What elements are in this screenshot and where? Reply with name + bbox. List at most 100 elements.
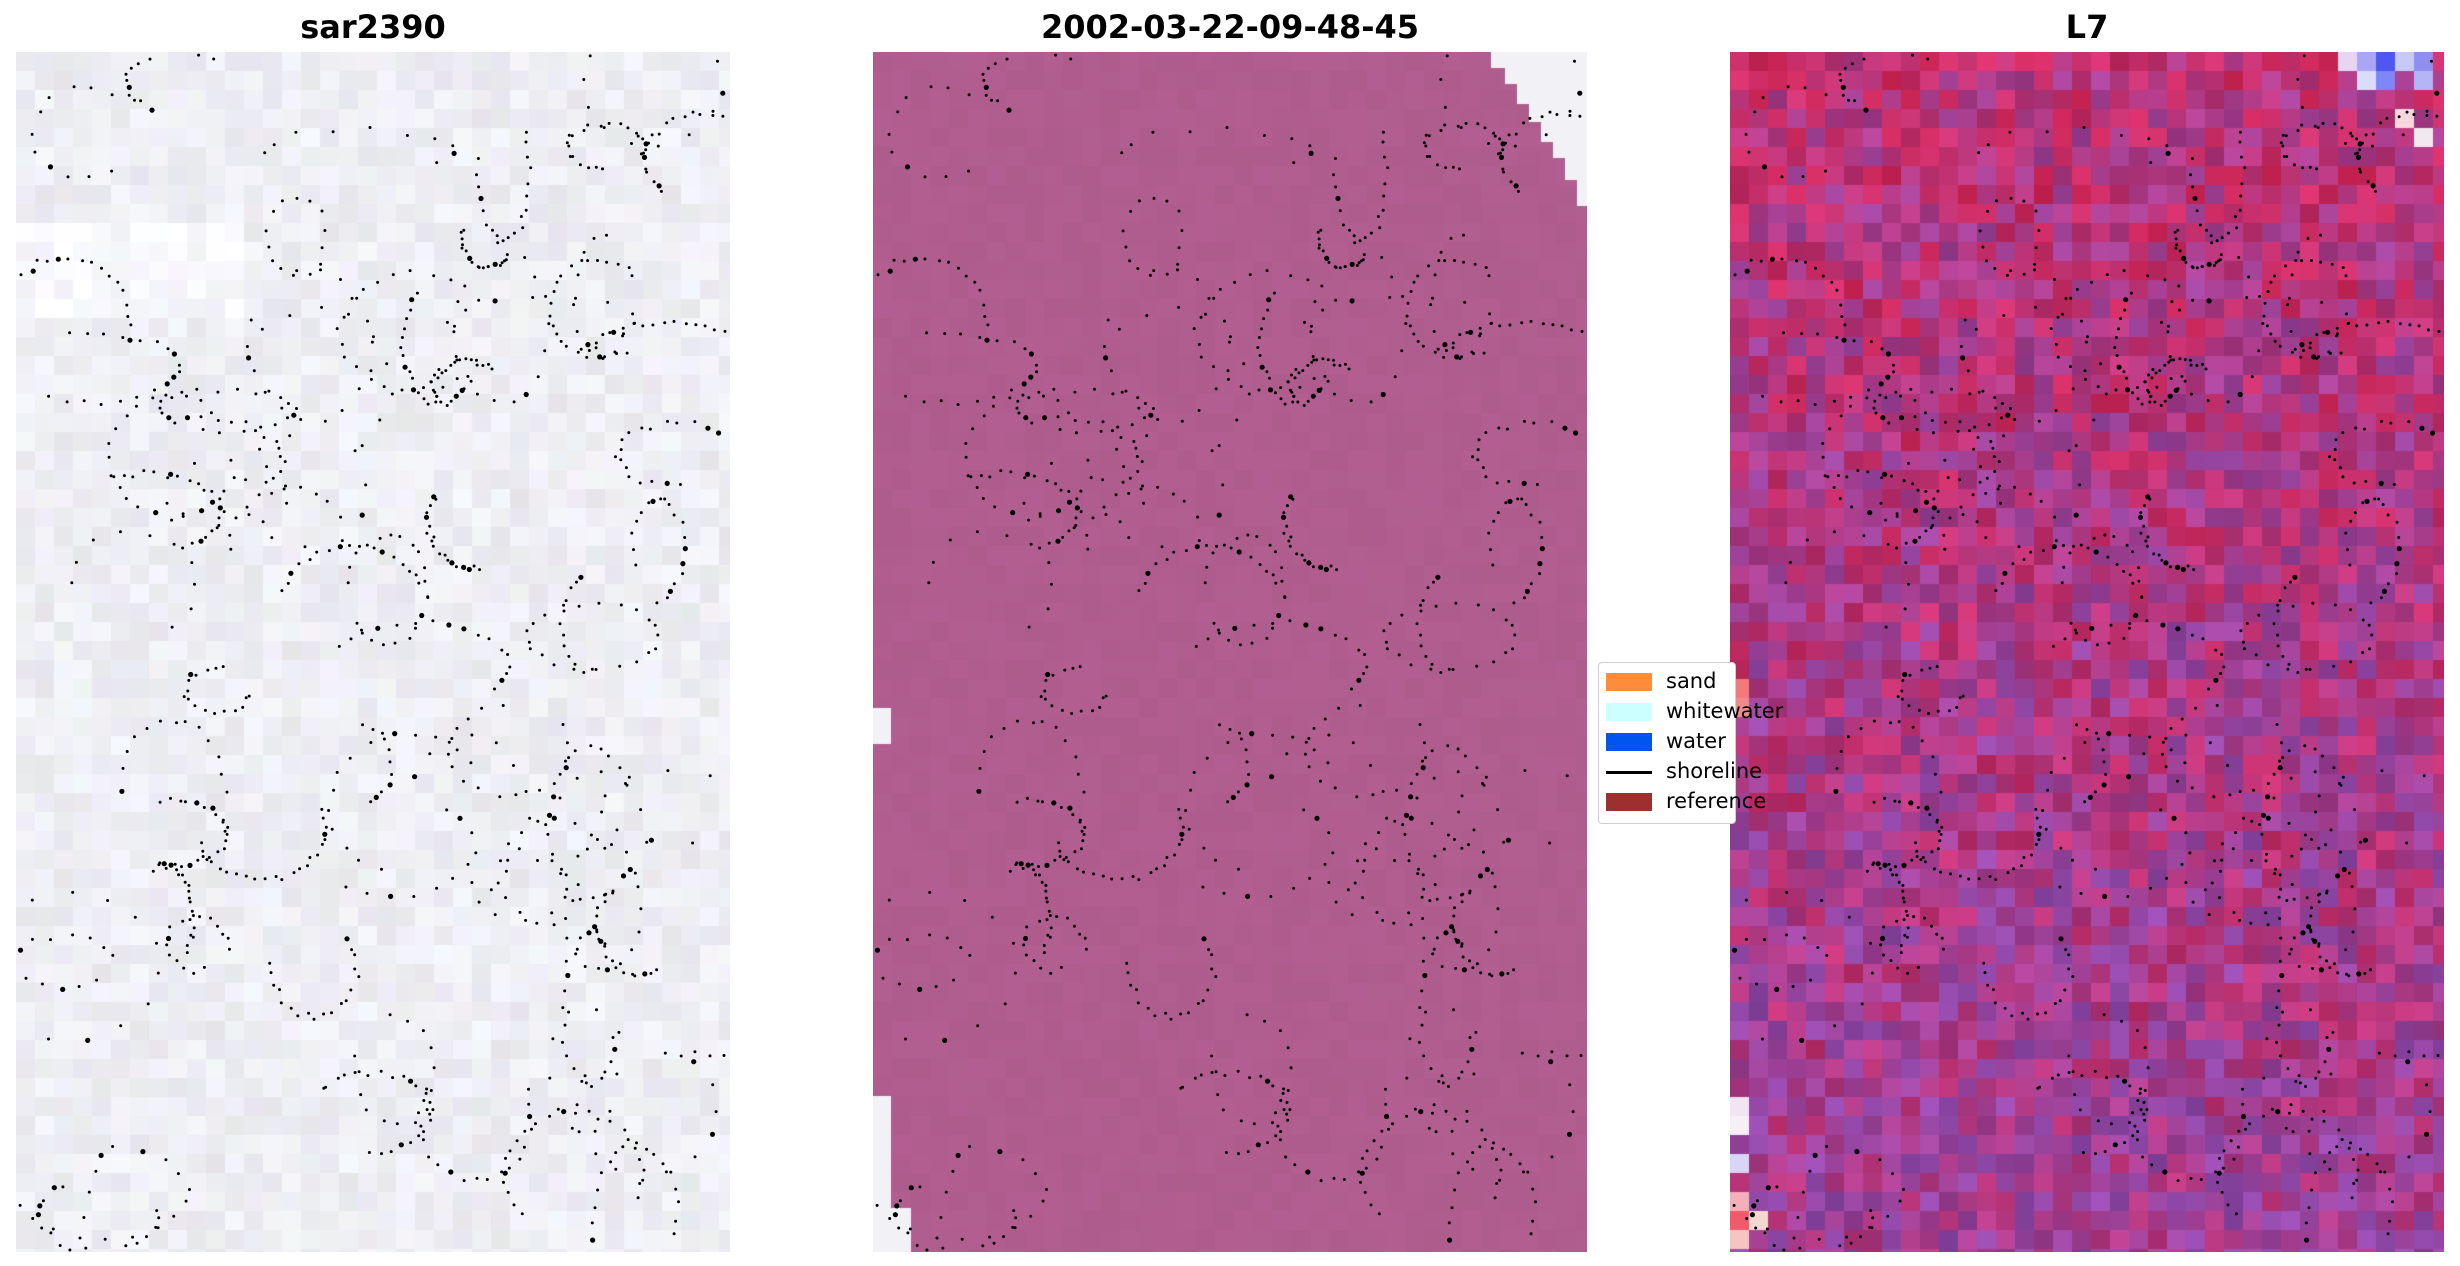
shoreline-point xyxy=(1903,607,1907,611)
shoreline-point xyxy=(1321,357,1325,361)
shoreline-point xyxy=(353,1071,357,1074)
shoreline-point xyxy=(608,1119,612,1123)
shoreline-point xyxy=(2380,769,2384,773)
shoreline-point xyxy=(102,332,105,336)
shoreline-point xyxy=(1465,1109,1469,1113)
shoreline-point xyxy=(650,498,656,504)
shoreline-point xyxy=(964,442,968,445)
shoreline-point xyxy=(1333,786,1337,790)
shoreline-point xyxy=(206,739,210,743)
shoreline-point xyxy=(297,562,301,566)
shoreline-point xyxy=(990,98,993,102)
shoreline-point xyxy=(1070,712,1074,715)
shoreline-point xyxy=(1227,638,1231,642)
shoreline-point xyxy=(1795,259,1799,263)
shoreline-point xyxy=(470,881,474,884)
shoreline-point xyxy=(1036,799,1040,803)
shoreline-point xyxy=(1388,296,1392,299)
shoreline-point xyxy=(1460,900,1464,904)
shoreline-point xyxy=(2067,967,2071,971)
shoreline-point xyxy=(2328,966,2332,970)
shoreline-point xyxy=(2177,284,2181,288)
shoreline-point xyxy=(560,867,563,871)
shoreline-point xyxy=(1896,966,1900,970)
shoreline-point xyxy=(85,1037,91,1043)
shoreline-point xyxy=(577,1130,581,1134)
shoreline-point xyxy=(2003,1006,2007,1010)
shoreline-point xyxy=(261,520,265,524)
shoreline-point xyxy=(1863,107,1869,113)
shoreline-point xyxy=(1456,124,1460,128)
shoreline-point xyxy=(1016,399,1020,403)
shoreline-point xyxy=(486,265,490,269)
shoreline-point xyxy=(618,766,622,770)
shoreline-point xyxy=(1359,259,1363,263)
shoreline-point xyxy=(422,397,426,401)
shoreline-point xyxy=(623,1128,627,1132)
shoreline-point xyxy=(2333,458,2337,462)
shoreline-point xyxy=(2337,1128,2341,1132)
shoreline-point xyxy=(47,1037,50,1041)
shoreline-point xyxy=(1814,266,1817,270)
shoreline-point xyxy=(31,1217,35,1220)
shoreline-point xyxy=(935,1236,939,1240)
shoreline-point xyxy=(2269,332,2273,336)
shoreline-point xyxy=(158,719,162,723)
shoreline-point xyxy=(200,841,204,845)
shoreline-point xyxy=(1983,971,1987,975)
shoreline-point xyxy=(2328,1167,2332,1171)
shoreline-point xyxy=(1415,796,1419,800)
shoreline-point xyxy=(428,524,432,528)
shoreline-point xyxy=(400,388,404,392)
shoreline-point xyxy=(1028,351,1034,357)
shoreline-point xyxy=(1132,440,1136,443)
shoreline-point xyxy=(645,1147,649,1151)
shoreline-point xyxy=(388,760,392,764)
shoreline-point xyxy=(2296,129,2300,132)
shoreline-point xyxy=(1540,536,1544,539)
shoreline-point xyxy=(1324,255,1330,261)
shoreline-point xyxy=(1949,872,1952,876)
shoreline-point xyxy=(959,946,963,950)
shoreline-point xyxy=(122,474,126,478)
shoreline-point xyxy=(1884,518,1888,522)
shoreline-point xyxy=(627,866,633,873)
shoreline-point xyxy=(2283,586,2287,590)
shoreline-point xyxy=(2053,515,2057,519)
shoreline-point xyxy=(892,258,896,262)
shoreline-point xyxy=(580,259,584,262)
shoreline-point xyxy=(1865,869,1869,873)
shoreline-point xyxy=(434,400,438,404)
shoreline-point xyxy=(194,673,198,677)
shoreline-point xyxy=(431,494,437,500)
shoreline-point xyxy=(2346,548,2349,552)
shoreline-point xyxy=(579,347,583,351)
shoreline-point xyxy=(188,918,192,922)
shoreline-point xyxy=(2058,999,2062,1003)
shoreline-point xyxy=(615,828,619,832)
shoreline-point xyxy=(2067,449,2071,453)
shoreline-point xyxy=(2379,596,2383,600)
shoreline-point xyxy=(2299,847,2303,851)
shoreline-point xyxy=(527,1102,531,1106)
shoreline-point xyxy=(675,421,679,425)
shoreline-point xyxy=(2069,296,2073,300)
shoreline-point xyxy=(2266,923,2270,927)
shoreline-point xyxy=(1490,871,1494,875)
shoreline-point xyxy=(546,832,550,836)
shoreline-point xyxy=(2136,397,2140,401)
shoreline-point xyxy=(491,228,494,232)
shoreline-point xyxy=(340,342,344,346)
shoreline-point xyxy=(382,385,386,389)
shoreline-point xyxy=(466,717,470,721)
shoreline-point xyxy=(2317,944,2321,948)
shoreline-point xyxy=(1902,479,1906,483)
shoreline-point xyxy=(1905,914,1909,917)
shoreline-point xyxy=(1941,947,1945,951)
shoreline-point xyxy=(2000,581,2004,585)
shoreline-point xyxy=(209,916,213,920)
shoreline-point xyxy=(1512,968,1516,972)
shoreline-point xyxy=(421,1138,425,1142)
shoreline-point xyxy=(2190,786,2194,790)
shoreline-point xyxy=(1148,273,1152,277)
